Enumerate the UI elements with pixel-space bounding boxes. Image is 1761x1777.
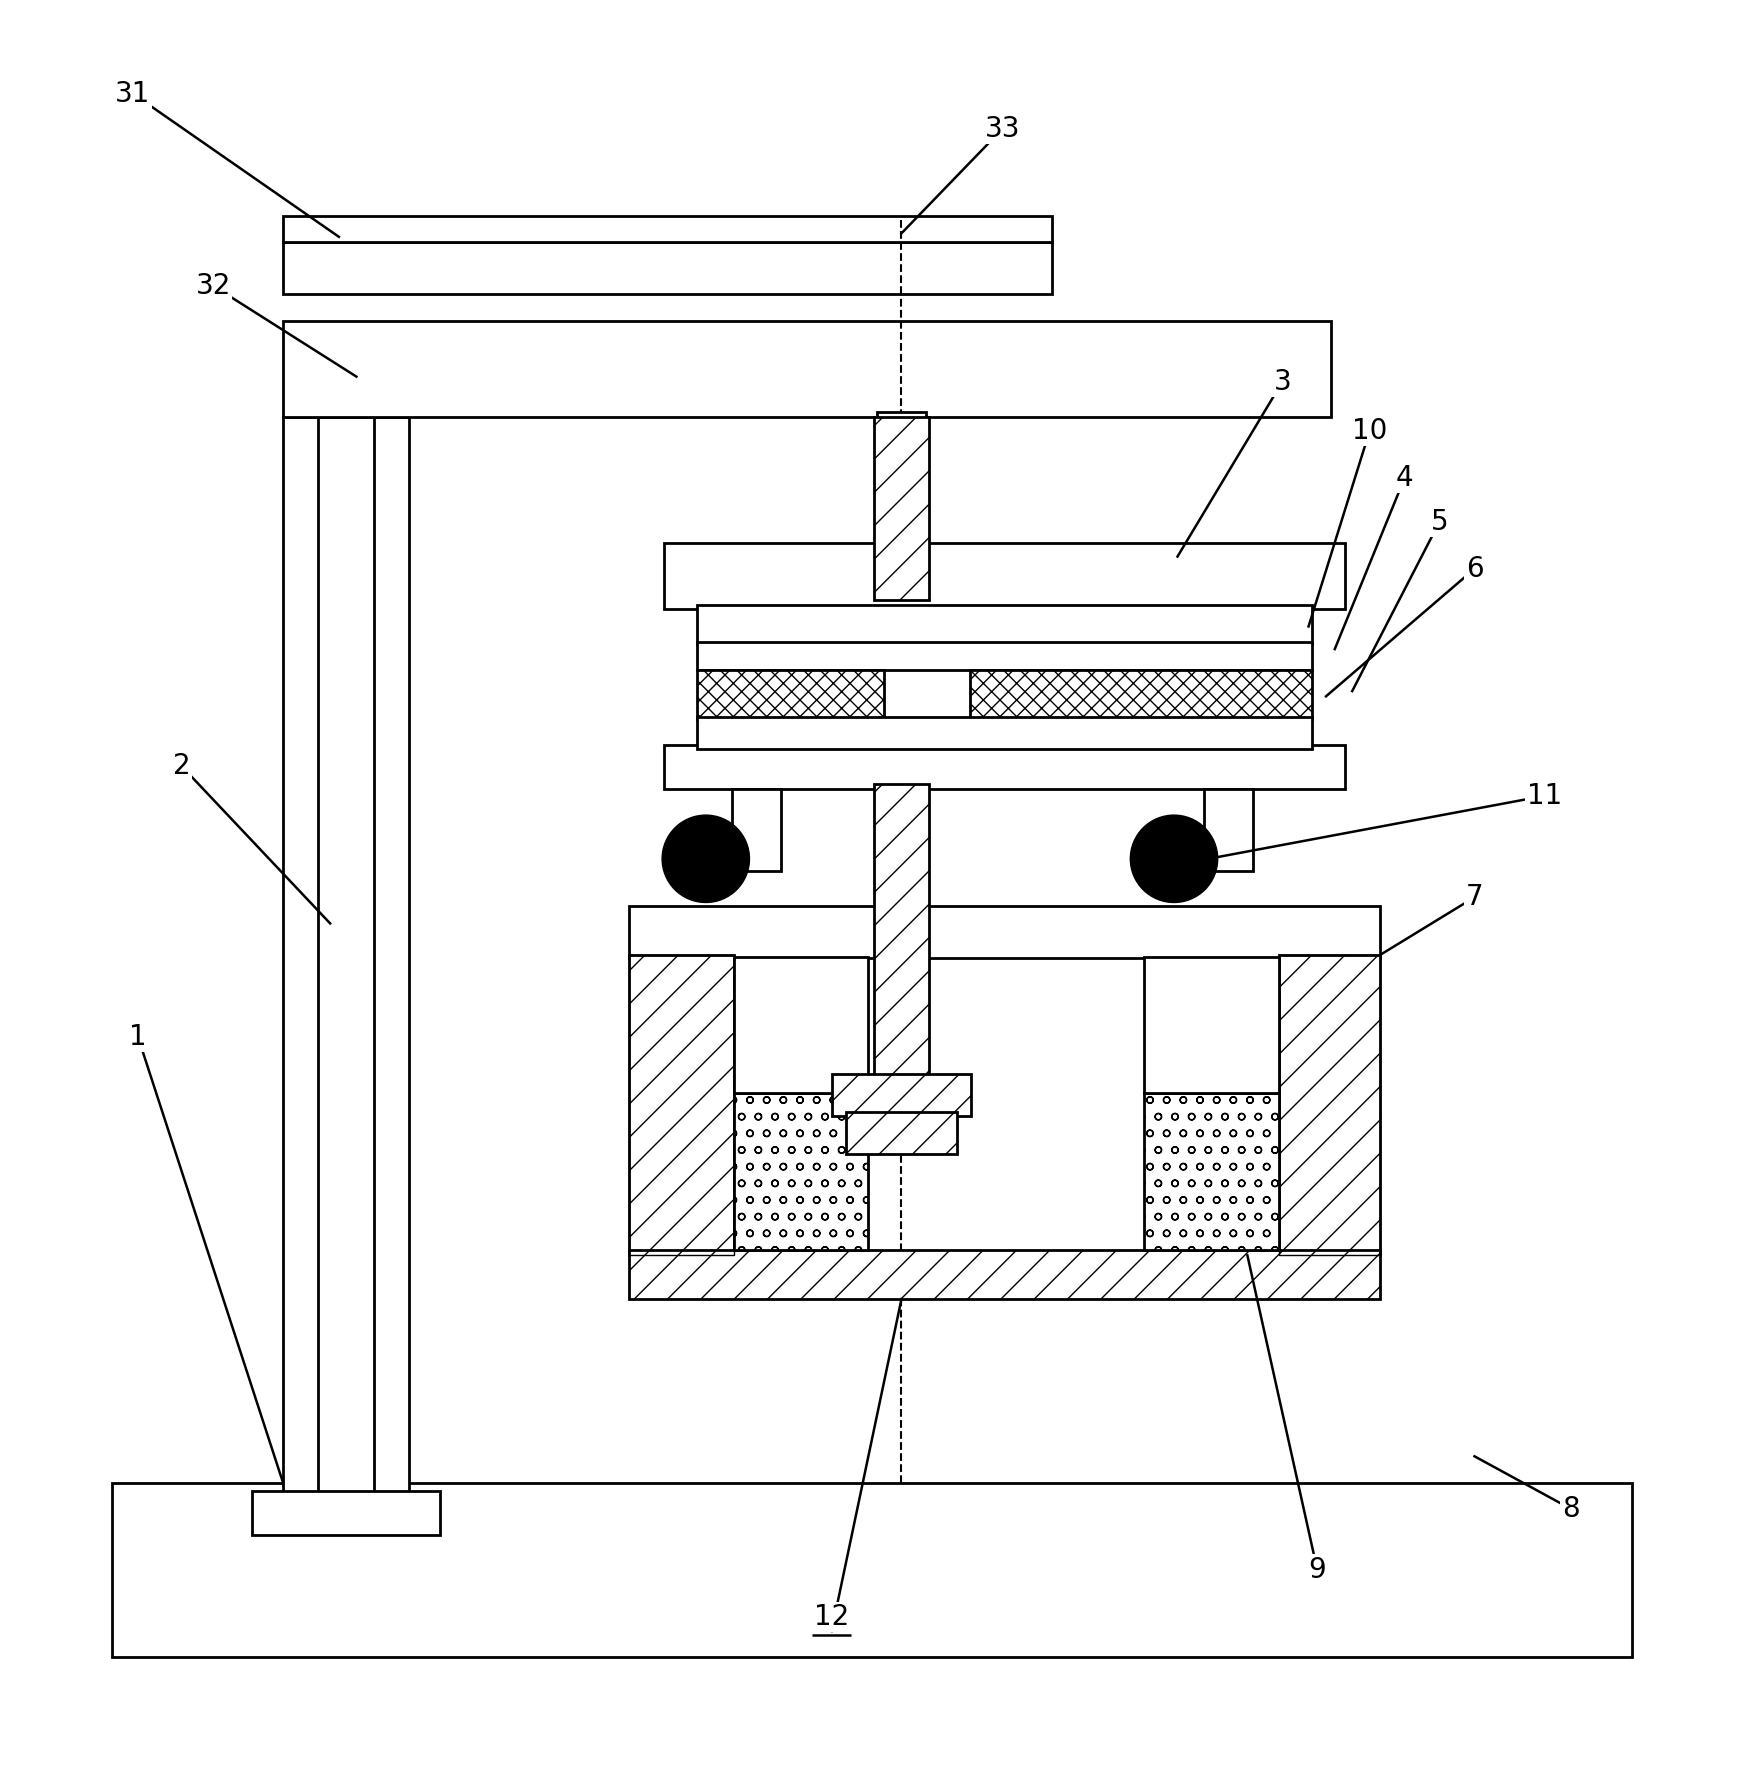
Bar <box>111 1482 1632 1658</box>
Bar <box>1278 954 1381 1255</box>
Bar <box>734 1093 868 1251</box>
Bar <box>733 789 780 871</box>
Bar <box>664 745 1345 789</box>
Text: 10: 10 <box>1352 418 1388 444</box>
Text: 5: 5 <box>1430 508 1448 535</box>
Text: 11: 11 <box>1527 782 1562 810</box>
Bar <box>629 906 1381 958</box>
Bar <box>629 1251 1381 1299</box>
Bar <box>629 954 734 1255</box>
Bar <box>1278 954 1381 1255</box>
Text: 6: 6 <box>1465 554 1483 583</box>
Bar <box>252 1491 440 1535</box>
Text: 33: 33 <box>984 114 1021 142</box>
Bar <box>284 320 1331 418</box>
Bar <box>629 954 734 1255</box>
Bar <box>877 412 926 478</box>
Text: 12: 12 <box>814 1603 849 1631</box>
Circle shape <box>662 816 750 903</box>
Text: 31: 31 <box>114 80 150 108</box>
Text: 4: 4 <box>1396 464 1414 492</box>
Bar <box>873 418 930 601</box>
Text: 8: 8 <box>1562 1494 1580 1523</box>
Bar <box>664 542 1345 610</box>
Text: 9: 9 <box>1308 1557 1326 1583</box>
Bar <box>1145 1093 1278 1251</box>
Bar <box>284 242 1051 295</box>
Bar <box>873 784 930 1080</box>
Bar <box>697 670 884 720</box>
Bar <box>284 418 409 1500</box>
Bar <box>697 718 1312 748</box>
Bar <box>697 606 1312 643</box>
Bar <box>1205 789 1252 871</box>
Text: 3: 3 <box>1273 368 1291 396</box>
Text: 7: 7 <box>1465 883 1483 912</box>
Text: 2: 2 <box>173 752 190 780</box>
Bar <box>1145 956 1278 1093</box>
Text: 32: 32 <box>195 272 231 300</box>
Bar <box>284 215 1051 242</box>
Circle shape <box>1131 816 1217 903</box>
Bar <box>697 641 1312 670</box>
Bar <box>734 956 868 1093</box>
Bar <box>845 1112 958 1153</box>
Text: 1: 1 <box>129 1024 146 1050</box>
Bar <box>831 1073 972 1116</box>
Bar <box>970 670 1312 720</box>
